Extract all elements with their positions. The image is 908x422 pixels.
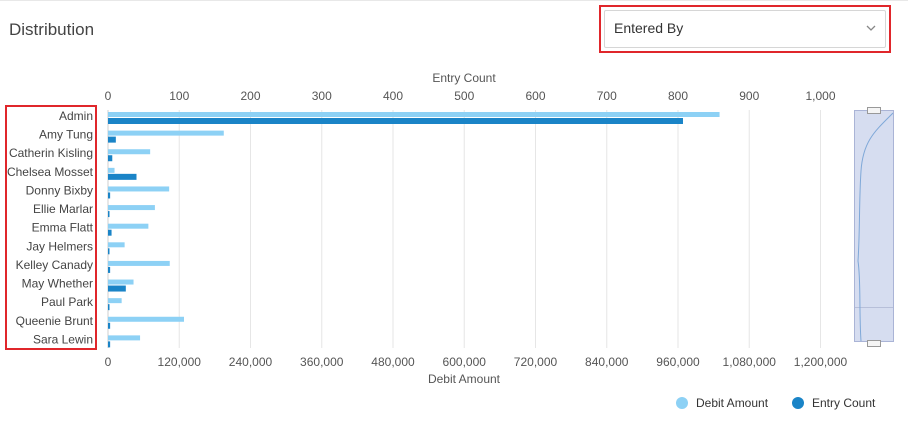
bottom-axis-title: Debit Amount	[428, 372, 501, 386]
navigator-preview	[857, 112, 893, 341]
bar-entry-count	[108, 173, 137, 180]
chart-navigator[interactable]	[854, 107, 894, 347]
legend-debit-label: Debit Amount	[696, 396, 769, 410]
top-tick-label: 500	[454, 89, 474, 103]
bar-entry-count	[108, 118, 683, 124]
bar-debit-amount	[108, 260, 170, 266]
bottom-tick-label: 480,000	[371, 355, 415, 369]
top-tick-label: 200	[240, 89, 260, 103]
legend-item-entry[interactable]: Entry Count	[792, 396, 875, 410]
bar-debit-amount	[108, 223, 149, 229]
bottom-tick-label: 1,080,000	[723, 355, 777, 369]
page-title: Distribution	[9, 20, 95, 39]
navigator-handle-bottom[interactable]	[867, 340, 881, 347]
bar-debit-amount	[108, 316, 184, 322]
legend-entry-swatch	[792, 397, 804, 409]
category-label: Jay Helmers	[26, 239, 93, 253]
bottom-tick-label: 720,000	[514, 355, 558, 369]
category-label: Sara Lewin	[33, 332, 93, 346]
top-tick-label: 700	[597, 89, 617, 103]
bar-entry-count	[108, 248, 110, 255]
top-tick-label: 900	[739, 89, 759, 103]
category-label: Paul Park	[41, 295, 94, 309]
category-label: Ellie Marlar	[33, 202, 93, 216]
bottom-tick-label: 120,000	[158, 355, 202, 369]
bottom-tick-label: 600,000	[443, 355, 487, 369]
top-tick-label: 800	[668, 89, 688, 103]
top-tick-label: 0	[105, 89, 112, 103]
bottom-tick-label: 0	[105, 355, 112, 369]
dropdown-highlight	[599, 5, 891, 53]
category-label: Chelsea Mosset	[7, 165, 94, 179]
bar-debit-amount	[108, 149, 151, 155]
bar-debit-amount	[108, 279, 134, 285]
bottom-tick-label: 360,000	[300, 355, 344, 369]
navigator-handle-top[interactable]	[867, 107, 881, 114]
top-tick-label: 100	[169, 89, 189, 103]
category-label: May Whether	[22, 277, 93, 291]
top-axis-title: Entry Count	[432, 71, 496, 85]
bar-entry-count	[108, 136, 116, 143]
category-label: Emma Flatt	[32, 221, 94, 235]
bottom-tick-label: 960,000	[656, 355, 700, 369]
category-label: Queenie Brunt	[16, 314, 94, 328]
category-label: Amy Tung	[39, 128, 93, 142]
bar-debit-amount	[108, 186, 170, 192]
bar-entry-count	[108, 341, 111, 348]
bar-entry-count	[108, 266, 111, 273]
category-label: Admin	[59, 109, 93, 123]
category-label: Kelley Canady	[16, 258, 93, 272]
dropdown-value: Entered By	[614, 20, 684, 36]
bar-debit-amount	[108, 242, 125, 248]
bottom-tick-label: 1,200,000	[794, 355, 848, 369]
bar-entry-count	[108, 304, 110, 311]
category-labels-highlight	[5, 105, 97, 350]
group-by-dropdown[interactable]: Entered By	[604, 10, 886, 48]
legend-entry-label: Entry Count	[812, 396, 876, 410]
category-label: Catherin Kisling	[9, 146, 93, 160]
bar-entry-count	[108, 322, 111, 329]
top-divider	[0, 0, 908, 1]
category-label: Donny Bixby	[26, 183, 93, 197]
top-tick-label: 1,000	[805, 89, 835, 103]
top-tick-label: 400	[383, 89, 403, 103]
bar-entry-count	[108, 192, 111, 199]
bar-entry-count	[108, 155, 113, 162]
top-tick-label: 600	[525, 89, 545, 103]
bar-entry-count	[108, 211, 110, 218]
bar-debit-amount	[108, 112, 720, 117]
bar-entry-count	[108, 285, 126, 292]
bottom-tick-label: 240,000	[229, 355, 273, 369]
chevron-down-icon	[866, 25, 876, 31]
top-tick-label: 300	[312, 89, 332, 103]
legend-item-debit[interactable]: Debit Amount	[676, 396, 768, 410]
bar-debit-amount	[108, 130, 224, 136]
navigator-divider	[855, 307, 893, 308]
bar-debit-amount	[108, 298, 122, 304]
bar-debit-amount	[108, 167, 115, 173]
bottom-tick-label: 840,000	[585, 355, 629, 369]
bar-debit-amount	[108, 335, 141, 341]
bar-entry-count	[108, 229, 112, 236]
legend-debit-swatch	[676, 397, 688, 409]
bar-debit-amount	[108, 205, 155, 211]
